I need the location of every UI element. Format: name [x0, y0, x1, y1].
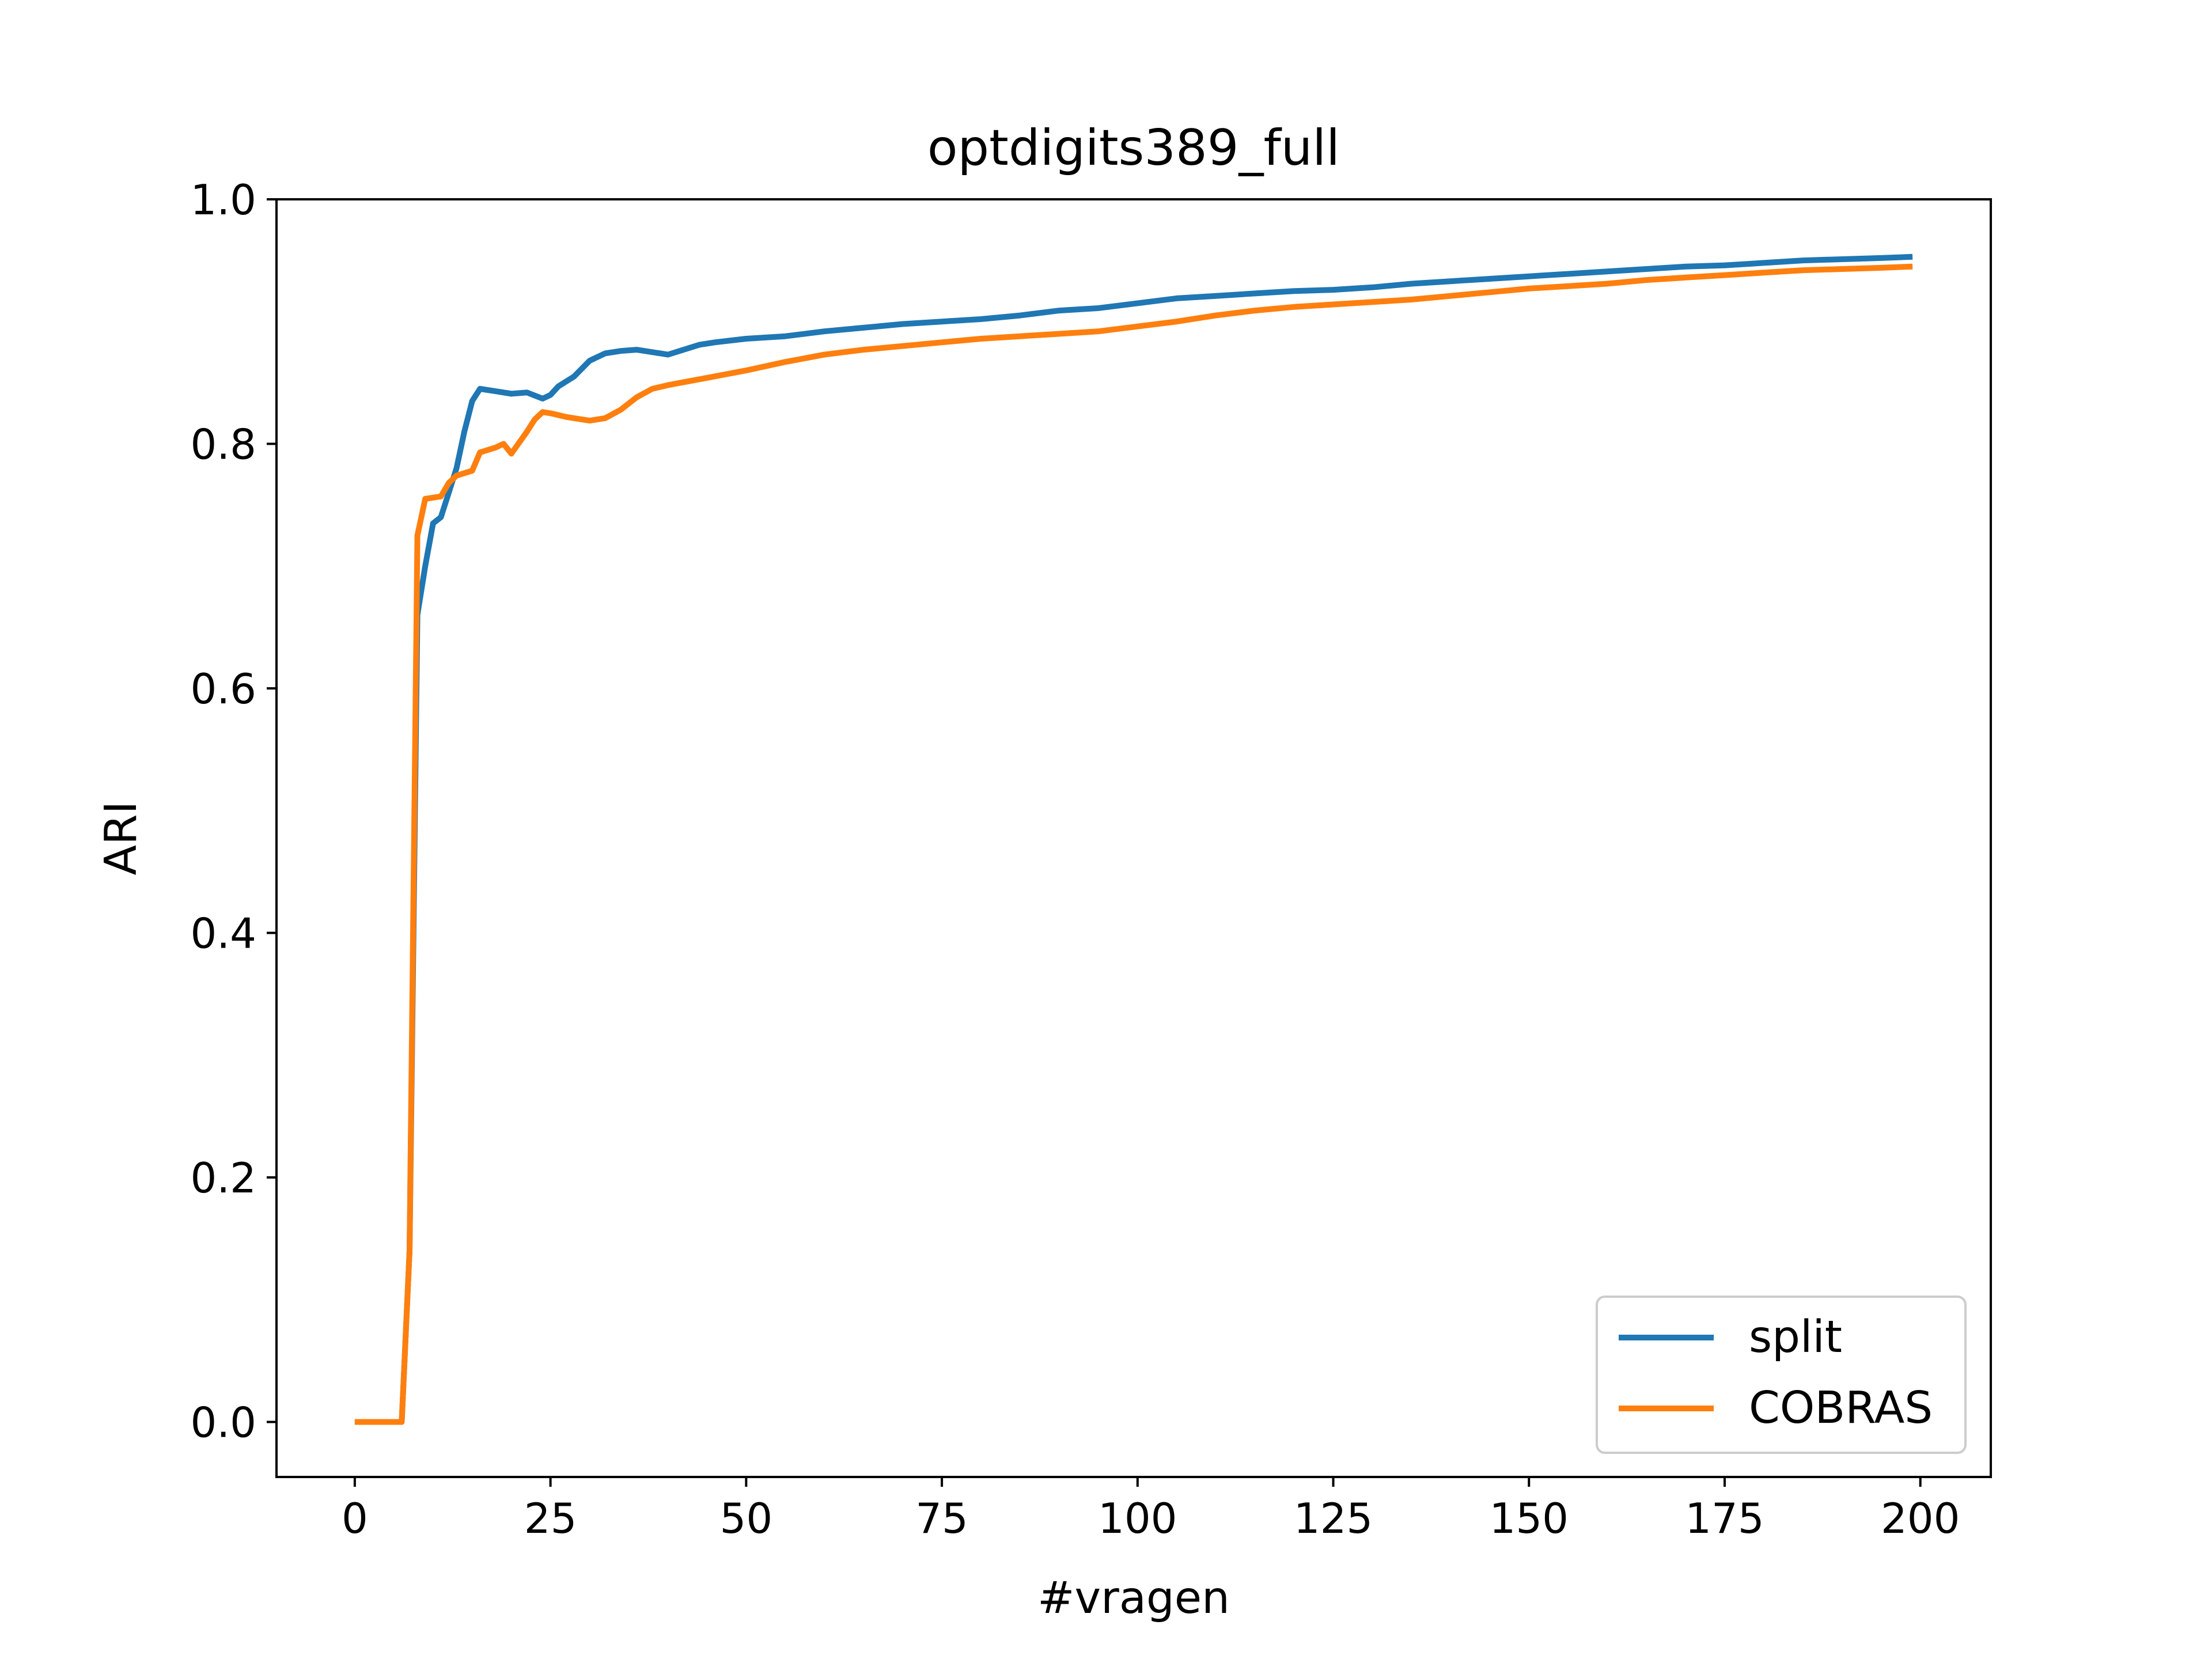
x-axis-ticks: 0 25 50 75 100 125 150 175 200: [342, 1477, 1960, 1543]
y-tick-label: 1.0: [190, 176, 256, 224]
x-tick-label: 175: [1685, 1494, 1764, 1543]
x-tick-label: 50: [720, 1494, 773, 1543]
x-tick-label: 0: [342, 1494, 368, 1543]
y-tick-label: 0.6: [190, 665, 256, 713]
legend: split COBRAS: [1596, 1296, 1967, 1454]
y-tick-label: 0.0: [190, 1398, 256, 1446]
x-tick-label: 125: [1294, 1494, 1373, 1543]
x-tick-label: 100: [1098, 1494, 1177, 1543]
series-line-split: [354, 253, 1913, 1425]
x-tick-label: 75: [915, 1494, 968, 1543]
y-axis-ticks: 0.0 0.2 0.4 0.6 0.8 1.0: [190, 176, 276, 1446]
y-tick-label: 0.4: [190, 909, 256, 957]
legend-label-cobras: COBRAS: [1749, 1382, 1933, 1434]
x-tick-label: 25: [524, 1494, 577, 1543]
series-line-cobras: [354, 263, 1913, 1425]
chart-title: optdigits389_full: [927, 119, 1340, 177]
y-tick-label: 0.2: [190, 1154, 256, 1202]
plot-frame: [275, 198, 1992, 1478]
y-tick-label: 0.8: [190, 420, 256, 468]
x-tick-label: 150: [1490, 1494, 1569, 1543]
x-tick-label: 200: [1881, 1494, 1960, 1543]
y-axis-label: ARI: [96, 801, 147, 876]
legend-label-split: split: [1749, 1312, 1842, 1363]
plot-lines: [354, 253, 1913, 1425]
x-axis-label: #vragen: [1037, 1573, 1230, 1624]
